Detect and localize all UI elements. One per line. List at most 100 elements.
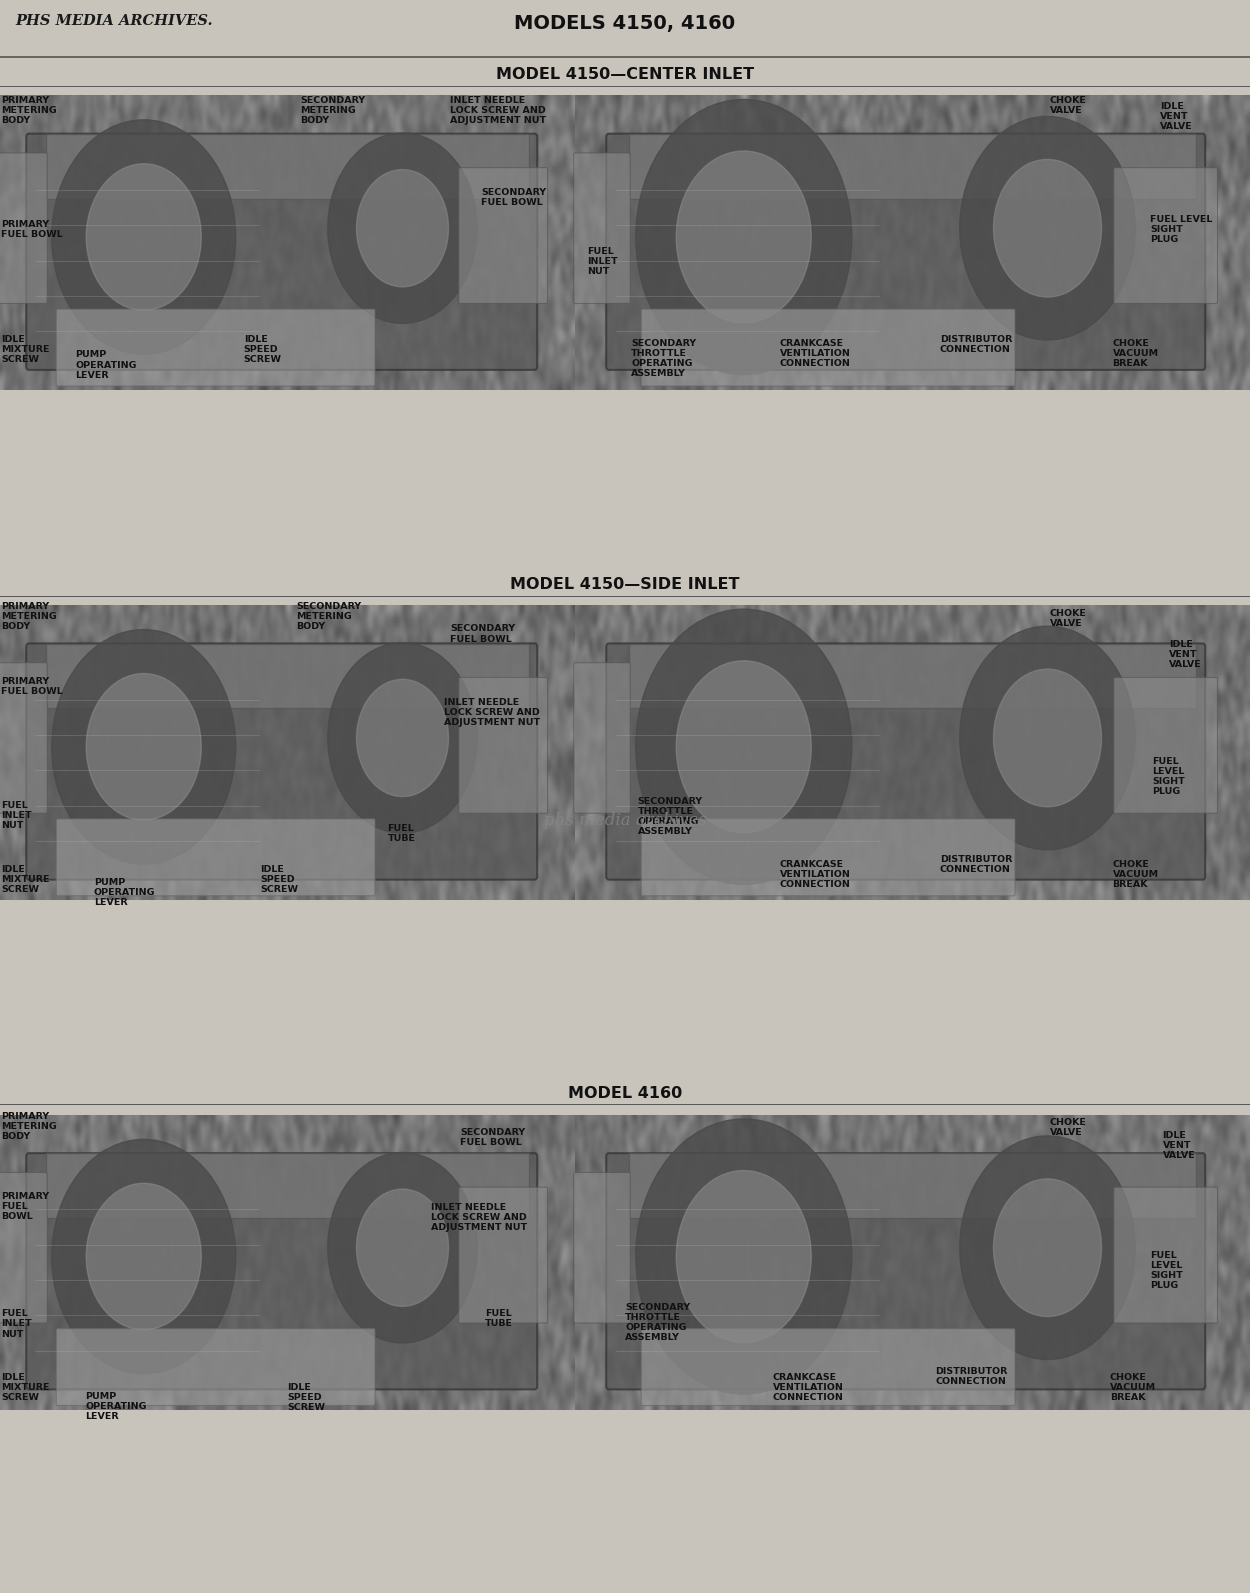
Circle shape [328, 1152, 478, 1343]
FancyBboxPatch shape [1114, 167, 1218, 303]
Text: CHOKE
VALVE: CHOKE VALVE [1050, 1118, 1088, 1137]
Circle shape [86, 674, 201, 820]
Text: SECONDARY
THROTTLE
OPERATING
ASSEMBLY: SECONDARY THROTTLE OPERATING ASSEMBLY [631, 339, 696, 379]
Text: INLET NEEDLE
LOCK SCREW AND
ADJUSTMENT NUT: INLET NEEDLE LOCK SCREW AND ADJUSTMENT N… [444, 698, 540, 726]
Text: FUEL
INLET
NUT: FUEL INLET NUT [1, 801, 32, 830]
Text: PRIMARY
FUEL BOWL: PRIMARY FUEL BOWL [1, 677, 62, 696]
Circle shape [328, 132, 478, 323]
FancyBboxPatch shape [629, 134, 1196, 199]
Text: FUEL
TUBE: FUEL TUBE [388, 824, 415, 843]
FancyBboxPatch shape [641, 1329, 1015, 1405]
Text: PUMP
OPERATING
LEVER: PUMP OPERATING LEVER [75, 350, 136, 379]
Text: CHOKE
VACUUM
BREAK: CHOKE VACUUM BREAK [1110, 1373, 1156, 1402]
FancyBboxPatch shape [606, 134, 1205, 370]
Text: SECONDARY
METERING
BODY: SECONDARY METERING BODY [296, 602, 361, 631]
Text: CHOKE
VACUUM
BREAK: CHOKE VACUUM BREAK [1112, 339, 1159, 368]
Text: phs media archives: phs media archives [544, 812, 706, 828]
Circle shape [960, 626, 1135, 849]
Text: IDLE
VENT
VALVE: IDLE VENT VALVE [1160, 102, 1192, 131]
FancyBboxPatch shape [56, 1329, 375, 1405]
Circle shape [86, 164, 201, 311]
Text: FUEL
TUBE: FUEL TUBE [485, 1309, 512, 1329]
Text: CRANKCASE
VENTILATION
CONNECTION: CRANKCASE VENTILATION CONNECTION [780, 860, 851, 889]
Text: PRIMARY
METERING
BODY: PRIMARY METERING BODY [1, 602, 58, 631]
Circle shape [356, 1188, 449, 1306]
Circle shape [994, 159, 1101, 296]
Text: MODEL 4160: MODEL 4160 [568, 1086, 682, 1101]
FancyBboxPatch shape [459, 167, 548, 303]
Text: PHS MEDIA ARCHIVES.: PHS MEDIA ARCHIVES. [15, 14, 212, 29]
Text: IDLE
VENT
VALVE: IDLE VENT VALVE [1162, 1131, 1195, 1160]
Text: IDLE
SPEED
SCREW: IDLE SPEED SCREW [260, 865, 298, 894]
FancyBboxPatch shape [629, 644, 1196, 709]
Text: SECONDARY
FUEL BOWL: SECONDARY FUEL BOWL [460, 1128, 525, 1147]
FancyBboxPatch shape [574, 663, 630, 812]
FancyBboxPatch shape [606, 1153, 1205, 1389]
Text: IDLE
VENT
VALVE: IDLE VENT VALVE [1169, 640, 1201, 669]
FancyBboxPatch shape [641, 309, 1015, 386]
Text: CRANKCASE
VENTILATION
CONNECTION: CRANKCASE VENTILATION CONNECTION [780, 339, 851, 368]
Text: IDLE
MIXTURE
SCREW: IDLE MIXTURE SCREW [1, 335, 50, 363]
Text: IDLE
MIXTURE
SCREW: IDLE MIXTURE SCREW [1, 1373, 50, 1402]
FancyBboxPatch shape [459, 677, 548, 812]
FancyBboxPatch shape [1114, 1187, 1218, 1322]
Text: IDLE
SPEED
SCREW: IDLE SPEED SCREW [244, 335, 281, 363]
Text: FUEL LEVEL
SIGHT
PLUG: FUEL LEVEL SIGHT PLUG [1150, 215, 1212, 244]
Text: FUEL
INLET
NUT: FUEL INLET NUT [1, 1309, 32, 1338]
Text: SECONDARY
FUEL BOWL: SECONDARY FUEL BOWL [450, 624, 515, 644]
FancyBboxPatch shape [56, 309, 375, 386]
FancyBboxPatch shape [26, 1153, 538, 1389]
Text: FUEL
LEVEL
SIGHT
PLUG: FUEL LEVEL SIGHT PLUG [1150, 1251, 1182, 1290]
FancyBboxPatch shape [629, 1153, 1196, 1219]
Text: PUMP
OPERATING
LEVER: PUMP OPERATING LEVER [94, 878, 155, 906]
FancyBboxPatch shape [641, 819, 1015, 895]
Text: INLET NEEDLE
LOCK SCREW AND
ADJUSTMENT NUT: INLET NEEDLE LOCK SCREW AND ADJUSTMENT N… [431, 1203, 528, 1231]
Circle shape [960, 116, 1135, 339]
Text: CRANKCASE
VENTILATION
CONNECTION: CRANKCASE VENTILATION CONNECTION [772, 1373, 844, 1402]
Text: PUMP
OPERATING
LEVER: PUMP OPERATING LEVER [85, 1392, 146, 1421]
FancyBboxPatch shape [46, 134, 529, 199]
Text: DISTRIBUTOR
CONNECTION: DISTRIBUTOR CONNECTION [940, 335, 1013, 354]
Circle shape [51, 629, 236, 863]
FancyBboxPatch shape [46, 644, 529, 709]
Circle shape [51, 119, 236, 354]
Text: FUEL
LEVEL
SIGHT
PLUG: FUEL LEVEL SIGHT PLUG [1152, 757, 1185, 796]
Text: DISTRIBUTOR
CONNECTION: DISTRIBUTOR CONNECTION [940, 855, 1013, 875]
FancyBboxPatch shape [56, 819, 375, 895]
FancyBboxPatch shape [459, 1187, 548, 1322]
Text: MODEL 4150—CENTER INLET: MODEL 4150—CENTER INLET [496, 67, 754, 81]
Text: INLET NEEDLE
LOCK SCREW AND
ADJUSTMENT NUT: INLET NEEDLE LOCK SCREW AND ADJUSTMENT N… [450, 96, 546, 124]
Circle shape [356, 169, 449, 287]
Circle shape [994, 1179, 1101, 1316]
FancyBboxPatch shape [574, 1172, 630, 1322]
FancyBboxPatch shape [46, 1153, 529, 1219]
Text: PRIMARY
METERING
BODY: PRIMARY METERING BODY [1, 96, 58, 124]
Text: CHOKE
VALVE: CHOKE VALVE [1050, 609, 1088, 628]
Text: FUEL
INLET
NUT: FUEL INLET NUT [588, 247, 619, 276]
FancyBboxPatch shape [0, 153, 48, 303]
Circle shape [51, 1139, 236, 1373]
Text: PRIMARY
METERING
BODY: PRIMARY METERING BODY [1, 1112, 58, 1141]
Text: IDLE
SPEED
SCREW: IDLE SPEED SCREW [288, 1383, 325, 1411]
FancyBboxPatch shape [26, 644, 538, 879]
Circle shape [676, 661, 811, 833]
FancyBboxPatch shape [0, 1172, 48, 1322]
Circle shape [960, 1136, 1135, 1359]
Circle shape [86, 1184, 201, 1330]
Text: SECONDARY
FUEL BOWL: SECONDARY FUEL BOWL [481, 188, 546, 207]
FancyBboxPatch shape [606, 644, 1205, 879]
Circle shape [636, 99, 851, 374]
Text: SECONDARY
THROTTLE
OPERATING
ASSEMBLY: SECONDARY THROTTLE OPERATING ASSEMBLY [638, 796, 702, 836]
Circle shape [676, 151, 811, 323]
Circle shape [328, 642, 478, 833]
Circle shape [994, 669, 1101, 806]
Circle shape [636, 609, 851, 884]
Text: DISTRIBUTOR
CONNECTION: DISTRIBUTOR CONNECTION [935, 1367, 1008, 1386]
Text: CHOKE
VACUUM
BREAK: CHOKE VACUUM BREAK [1112, 860, 1159, 889]
Text: PRIMARY
FUEL
BOWL: PRIMARY FUEL BOWL [1, 1192, 50, 1220]
Text: SECONDARY
THROTTLE
OPERATING
ASSEMBLY: SECONDARY THROTTLE OPERATING ASSEMBLY [625, 1303, 690, 1343]
Text: IDLE
MIXTURE
SCREW: IDLE MIXTURE SCREW [1, 865, 50, 894]
Text: CHOKE
VALVE: CHOKE VALVE [1050, 96, 1088, 115]
Circle shape [676, 1171, 811, 1343]
Text: MODELS 4150, 4160: MODELS 4150, 4160 [515, 14, 735, 33]
